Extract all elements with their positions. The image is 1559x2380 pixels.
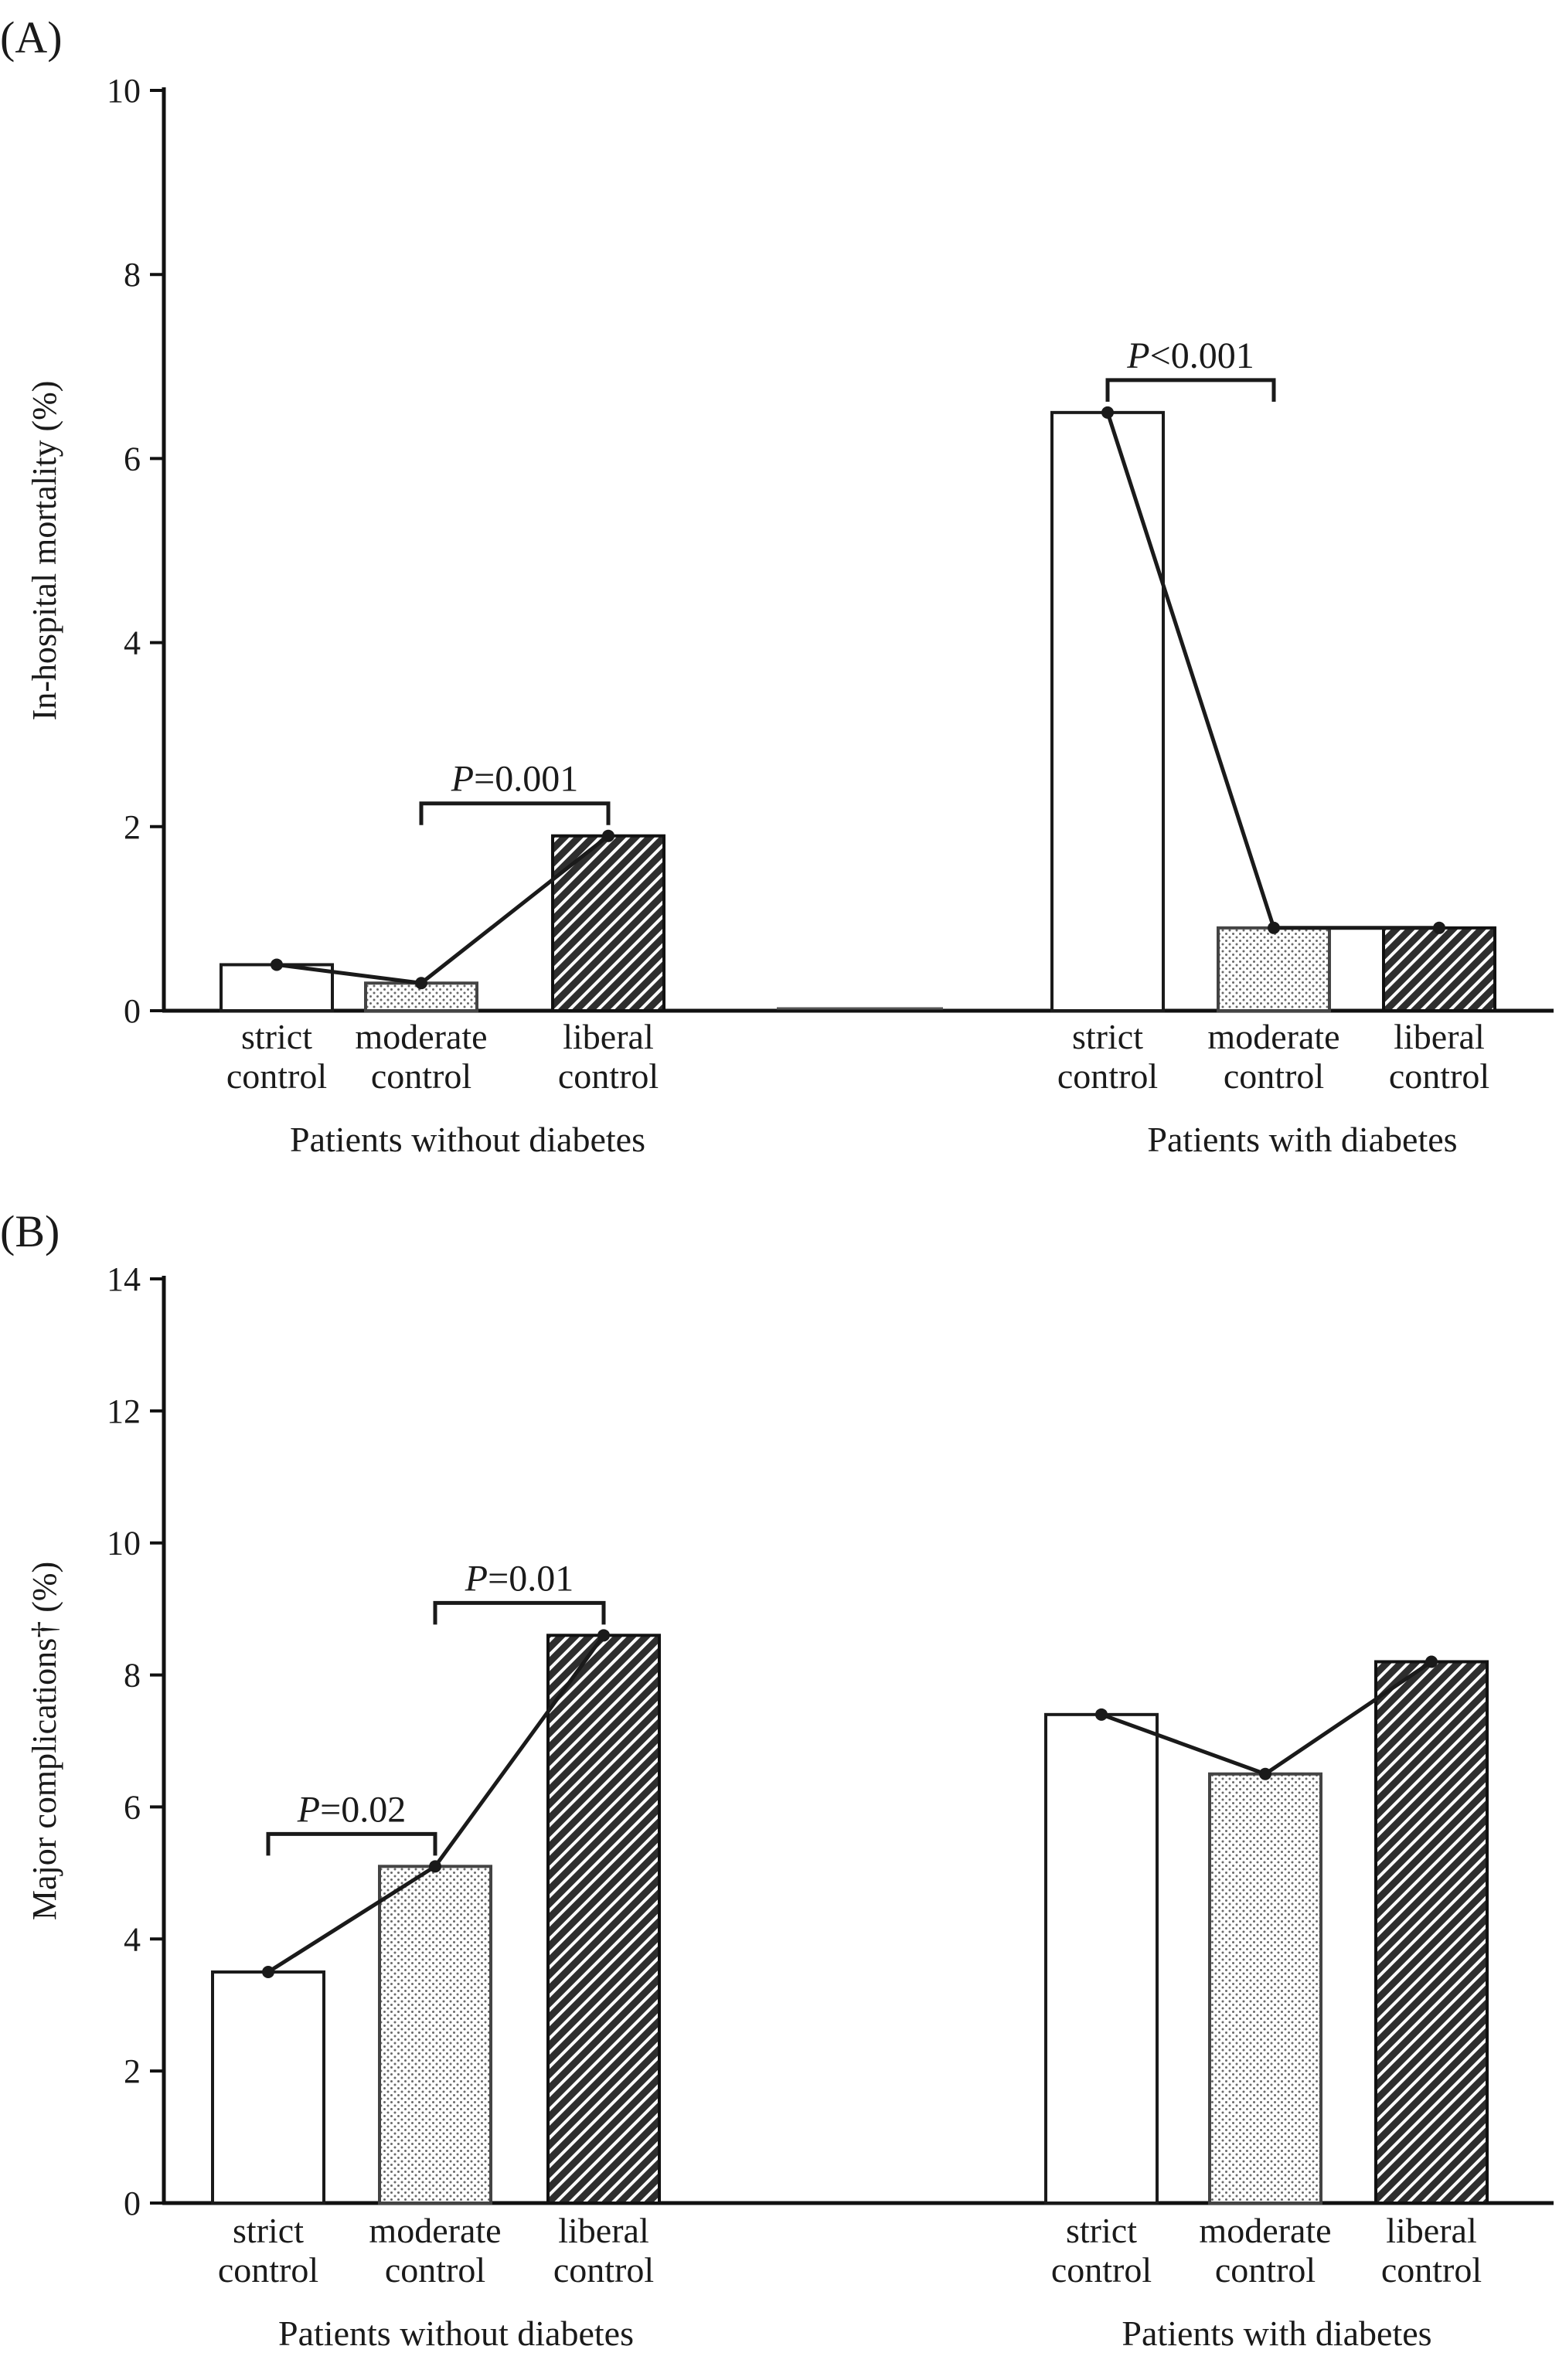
- category-label-line2: control: [218, 2250, 318, 2290]
- y-tick-label: 6: [124, 1788, 141, 1826]
- y-tick-label: 2: [124, 808, 141, 846]
- category-label-line1: liberal: [1394, 1017, 1485, 1056]
- category-label-line2: control: [1381, 2250, 1482, 2290]
- y-tick-label: 4: [124, 1920, 141, 1958]
- bar-moderate-control: [378, 1865, 492, 2205]
- p-value-label: P=0.001: [451, 759, 578, 800]
- p-value-text: =0.01: [488, 1558, 574, 1599]
- category-label-line1: moderate: [355, 1017, 487, 1056]
- y-axis-label: Major complications† (%): [26, 1562, 63, 1920]
- category-label-line1: strict: [1066, 2211, 1137, 2250]
- bar-liberal-control: [1382, 926, 1496, 1013]
- category-label-line1: liberal: [563, 1017, 654, 1056]
- p-value-text: <0.001: [1150, 335, 1254, 376]
- p-value-text: =0.02: [320, 1789, 406, 1830]
- bar-liberal-control: [546, 1634, 661, 2205]
- trend-point: [1425, 1655, 1438, 1668]
- category-label-line1: liberal: [1386, 2211, 1477, 2250]
- significance-bracket: [266, 1831, 437, 1856]
- p-value-label: P=0.01: [465, 1558, 574, 1599]
- category-label-line2: control: [553, 2250, 654, 2290]
- category-label-line1: moderate: [369, 2211, 501, 2250]
- trend-point: [271, 958, 283, 971]
- p-value-label: P<0.001: [1126, 335, 1254, 376]
- y-tick-label: 10: [107, 72, 141, 110]
- y-axis-label: In-hospital mortality (%): [26, 381, 63, 721]
- category-label-line2: control: [385, 2250, 485, 2290]
- trend-point: [602, 829, 614, 842]
- panel-label: (B): [0, 1206, 60, 1256]
- chart-panel-b: (B) Major complications† (%) 0 2 4 6 8 10 12 14 st…: [0, 1206, 1554, 2353]
- bar-liberal-control: [1374, 1660, 1489, 2205]
- significance-bracket: [419, 801, 611, 825]
- bar-liberal-control: [551, 834, 665, 1012]
- y-tick-label: 4: [124, 624, 141, 662]
- trend-point: [415, 977, 427, 990]
- significance-bracket: [433, 1600, 606, 1625]
- group-label: Patients with diabetes: [1122, 2314, 1431, 2353]
- y-tick-label: 8: [124, 256, 141, 294]
- y-tick-label: 6: [124, 440, 141, 478]
- y-tick-label: 10: [107, 1525, 141, 1562]
- y-tick-label: 12: [107, 1392, 141, 1430]
- chart-panel-a: (A) In-hospital mortality (%) 0 2 4 6 8 10 stric…: [0, 12, 1554, 1159]
- category-label-line1: strict: [233, 2211, 304, 2250]
- group-label: Patients with diabetes: [1147, 1120, 1457, 1159]
- p-value-label: P=0.02: [297, 1789, 406, 1830]
- category-label-line2: control: [558, 1056, 659, 1096]
- bar-moderate-control: [1217, 926, 1331, 1013]
- trend-point: [1268, 921, 1280, 934]
- y-tick-label: 8: [124, 1657, 141, 1695]
- bar-moderate-control: [1208, 1772, 1322, 2205]
- category-label-line1: moderate: [1199, 2211, 1331, 2250]
- y-tick-label: 0: [124, 992, 141, 1030]
- bar-strict-control: [1050, 410, 1165, 1012]
- trend-point: [1101, 406, 1114, 419]
- trend-point: [597, 1629, 610, 1642]
- p-value-symbol: P: [297, 1789, 320, 1830]
- panel-label: (A): [0, 12, 63, 63]
- group-label: Patients without diabetes: [278, 2314, 634, 2353]
- p-value-symbol: P: [1126, 335, 1149, 376]
- bar-strict-control: [211, 1970, 325, 2205]
- trend-point: [429, 1860, 441, 1873]
- category-label-line1: liberal: [558, 2211, 649, 2250]
- category-label-line1: strict: [1072, 1017, 1143, 1056]
- significance-bracket: [1105, 378, 1276, 402]
- bar-strict-control: [1044, 1712, 1159, 2205]
- group-label: Patients without diabetes: [290, 1120, 645, 1159]
- trend-point: [1095, 1708, 1108, 1721]
- trend-point: [1259, 1767, 1271, 1780]
- trend-point: [262, 1966, 274, 1978]
- category-label-line1: strict: [241, 1017, 312, 1056]
- category-label-line2: control: [1051, 2250, 1152, 2290]
- y-tick-label: 14: [107, 1260, 141, 1298]
- p-value-symbol: P: [451, 759, 474, 800]
- p-value-symbol: P: [465, 1558, 488, 1599]
- category-label-line2: control: [1057, 1056, 1158, 1096]
- category-label-line2: control: [1215, 2250, 1316, 2290]
- category-label-line2: control: [371, 1056, 471, 1096]
- trend-point: [1433, 921, 1445, 934]
- y-tick-label: 2: [124, 2052, 141, 2090]
- category-label-line2: control: [1224, 1056, 1324, 1096]
- p-value-text: =0.001: [474, 759, 578, 800]
- y-tick-label: 0: [124, 2184, 141, 2222]
- category-label-line2: control: [226, 1056, 327, 1096]
- category-label-line2: control: [1389, 1056, 1489, 1096]
- category-label-line1: moderate: [1207, 1017, 1339, 1056]
